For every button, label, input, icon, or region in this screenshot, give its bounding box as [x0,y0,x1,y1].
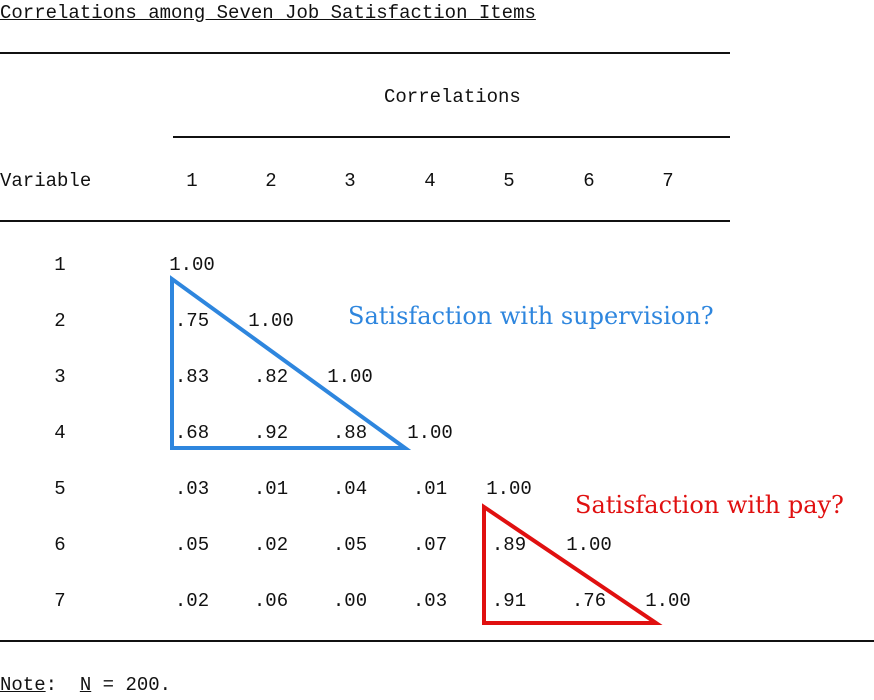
table-cell: 1.00 [407,422,453,444]
stub-header: Variable [0,170,92,192]
column-label: 1 [186,170,198,192]
note-label: Note [0,674,46,696]
rule-spanner [173,136,730,138]
rule-top [0,52,730,54]
table-cell: .06 [253,590,289,612]
table-cell: .04 [332,478,368,500]
row-label: 5 [54,478,66,500]
table-title: Correlations among Seven Job Satisfactio… [0,2,536,24]
table-cell: .03 [174,478,210,500]
table-cell: 1.00 [327,366,373,388]
table-cell: .89 [491,534,527,556]
column-label: 2 [265,170,277,192]
table-note: Note: N = 200. [0,674,171,696]
table-cell: .88 [332,422,368,444]
table-cell: 1.00 [566,534,612,556]
note-n-symbol: N [79,674,92,696]
column-label: 6 [583,170,595,192]
table-cell: .07 [412,534,448,556]
table-cell: .83 [174,366,210,388]
table-cell: .03 [412,590,448,612]
supervision-annotation: Satisfaction with supervision? [348,302,714,330]
rule-header-bottom [0,220,730,222]
table-cell: .68 [174,422,210,444]
pay-annotation: Satisfaction with pay? [575,491,844,519]
table-cell: .75 [174,310,210,332]
table-cell: .02 [174,590,210,612]
row-label: 7 [54,590,66,612]
column-label: 5 [503,170,515,192]
row-label: 2 [54,310,66,332]
table-cell: .76 [571,590,607,612]
table-cell: .92 [253,422,289,444]
column-label: 3 [344,170,356,192]
column-label: 4 [424,170,436,192]
table-cell: .01 [253,478,289,500]
table-cell: 1.00 [486,478,532,500]
column-label: 7 [662,170,674,192]
table-cell: .02 [253,534,289,556]
table-cell: .05 [174,534,210,556]
row-label: 4 [54,422,66,444]
rule-bottom [0,640,874,642]
row-label: 6 [54,534,66,556]
table-cell: .01 [412,478,448,500]
table-cell: .82 [253,366,289,388]
table-cell: .00 [332,590,368,612]
row-label: 1 [54,254,66,276]
table-cell: .91 [491,590,527,612]
table-cell: .05 [332,534,368,556]
table-cell: 1.00 [645,590,691,612]
table-cell: 1.00 [248,310,294,332]
row-label: 3 [54,366,66,388]
table-cell: 1.00 [169,254,215,276]
pay-triangle [482,503,663,625]
note-colon: : [45,674,58,696]
supervision-triangle [170,275,412,450]
note-n-value: = 200. [91,674,172,696]
spanner-heading: Correlations [384,86,521,108]
